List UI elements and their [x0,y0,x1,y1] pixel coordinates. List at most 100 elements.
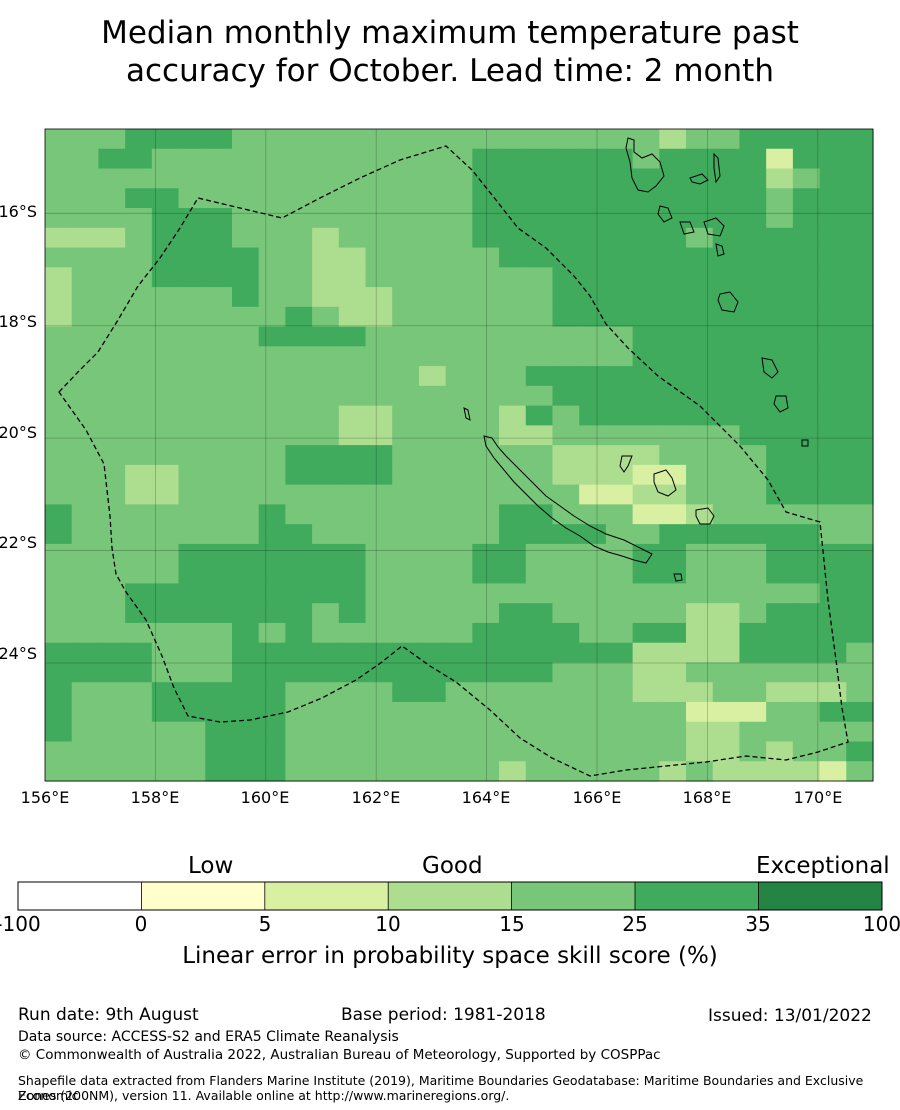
grid-cell [686,425,714,446]
grid-cell [632,148,660,170]
grid-cell [579,129,607,150]
grid-cell [71,287,100,308]
grid-cell [445,227,473,249]
grid-cell [178,563,206,585]
grid-cell [632,543,660,565]
lon-label: 168°E [683,788,732,807]
grid-cell [392,306,420,328]
grid-cell [819,188,847,209]
grid-cell [151,524,180,545]
colorbar-tick: -100 [0,912,41,936]
grid-cell [258,306,286,328]
grid-cell [231,148,260,170]
colorbar [17,881,883,911]
grid-cell [632,761,660,782]
grid-cell [392,366,420,387]
grid-cell [659,385,687,407]
grid-cell [712,622,741,644]
grid-cell [499,445,527,466]
grid-cell [499,267,527,288]
grid-cell [499,405,527,426]
grid-cell [632,622,660,644]
chart-title: Median monthly maximum temperature past … [0,14,900,90]
grid-cell [712,385,741,407]
grid-cell [445,366,473,387]
grid-cell [659,306,687,328]
grid-cell [525,445,554,466]
grid-cell [819,385,847,407]
grid-cell [525,306,554,328]
grid-cell [338,484,367,505]
grid-cell [579,405,607,426]
grid-cell [686,287,714,308]
grid-cell [632,642,660,664]
grid-cell [712,682,741,703]
grid-cell [445,188,473,209]
grid-cell [151,188,180,209]
grid-cell [365,583,393,604]
grid-cell [712,524,741,545]
grid-cell [205,662,233,683]
grid-cell [205,208,233,229]
grid-cell [712,287,741,308]
grid-cell [45,543,73,565]
grid-cell [659,168,687,189]
grid-cell [392,227,420,249]
grid-cell [178,484,206,505]
grid-cell [766,267,794,288]
grid-cell [472,425,500,446]
grid-cell [312,543,340,565]
grid-cell [712,267,741,288]
grid-cell [205,761,233,782]
grid-cell [579,484,607,505]
grid-cell [552,227,580,249]
grid-cell [499,425,527,446]
grid-cell [819,464,847,486]
grid-cell [285,287,313,308]
grid-cell [499,148,527,170]
grid-cell [205,543,233,565]
grid-cell [338,405,367,426]
grid-cell [71,385,100,407]
grid-cell [125,425,153,446]
grid-cell [418,524,447,545]
grid-cell [766,247,794,268]
grid-cell [392,563,420,585]
epi [679,221,695,235]
grid-cell [525,682,554,703]
grid-cell [659,445,687,466]
grid-cell [605,662,634,683]
grid-cell [45,642,73,664]
grid-cell [632,405,660,426]
grid-cell [766,425,794,446]
grid-cell [739,662,767,683]
grid-cell [285,346,313,367]
grid-cell [392,247,420,268]
grid-cell [71,563,100,585]
grid-cell [365,682,393,703]
grid-cell [338,524,367,545]
colorbar-category-low: Low [188,853,234,879]
grid-cell [71,721,100,743]
grid-cell [98,603,126,624]
grid-cell [205,721,233,743]
grid-cell [285,662,313,683]
grid-cell [45,662,73,683]
grid-cell [205,425,233,446]
grid-cell [258,682,286,703]
grid-cell [686,642,714,664]
grid-cell [285,543,313,565]
grid-cell [45,721,73,743]
grid-cell [151,168,180,189]
grid-cell [766,662,794,683]
grid-cell [766,148,794,170]
grid-cell [365,168,393,189]
grid-cell [846,306,874,328]
grid-cell [312,563,340,585]
grid-cell [632,464,660,486]
lat-label: 22°S [0,533,37,552]
grid-cell [338,326,367,347]
grid-cell [285,326,313,347]
grid-cell [98,761,126,782]
grid-cell [71,267,100,288]
